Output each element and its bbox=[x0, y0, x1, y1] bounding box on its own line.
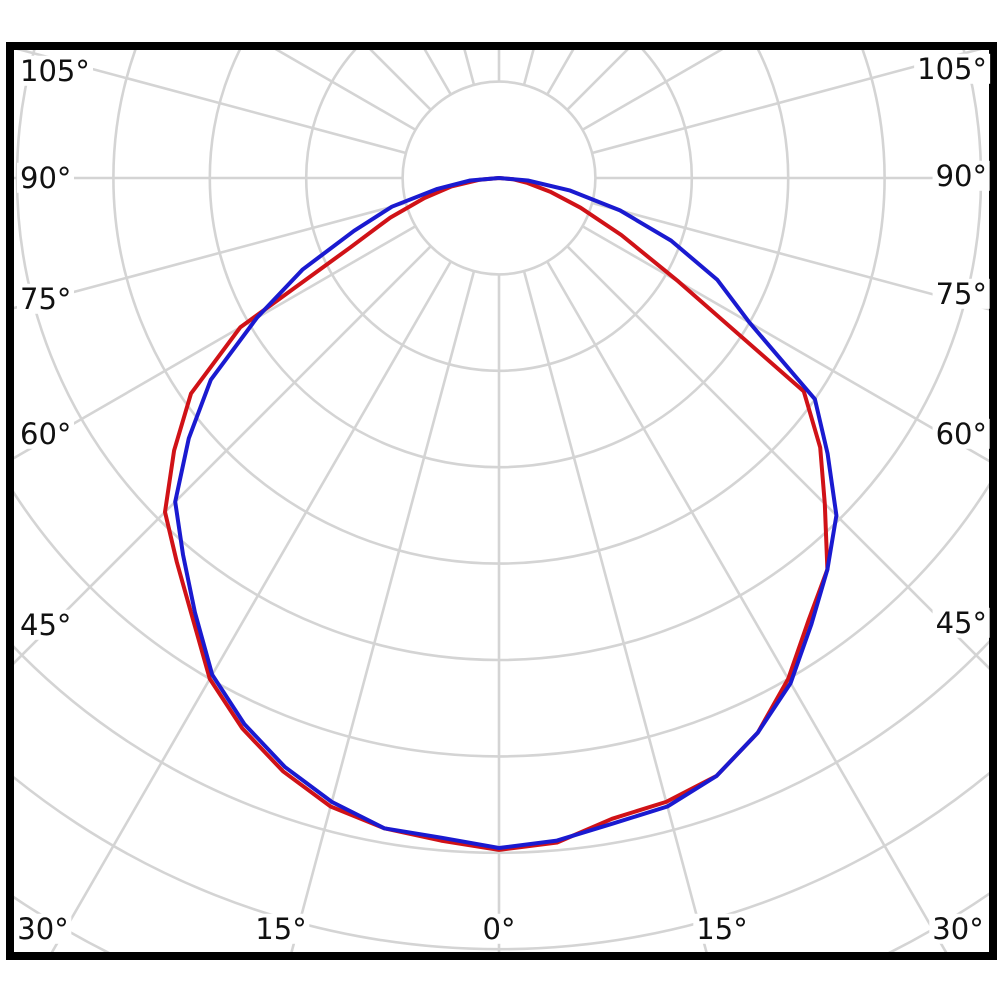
angle-label-bottom-1: 15° bbox=[252, 913, 310, 944]
angle-label-left-0: 105° bbox=[17, 55, 93, 86]
grid-radial bbox=[289, 270, 476, 953]
chart-frame bbox=[6, 42, 997, 960]
grid-radial bbox=[50, 260, 452, 953]
angle-label-bottom-0: 30° bbox=[14, 913, 72, 944]
angle-label-right-3: 60° bbox=[932, 418, 990, 449]
grid-radial bbox=[16, 50, 407, 155]
grid-radial bbox=[14, 201, 407, 310]
blue-curve bbox=[173, 176, 839, 850]
grid-radial bbox=[546, 260, 948, 953]
angle-label-right-1: 90° bbox=[932, 160, 990, 191]
grid-radial bbox=[14, 245, 432, 665]
angle-label-right-2: 75° bbox=[932, 278, 990, 309]
grid-radial bbox=[591, 201, 989, 311]
angle-label-right-4: 45° bbox=[932, 607, 990, 638]
angle-label-left-1: 90° bbox=[17, 162, 75, 193]
angle-label-left-4: 45° bbox=[17, 609, 75, 640]
grid-radial bbox=[522, 270, 709, 953]
grid-radial bbox=[591, 50, 982, 155]
angle-label-bottom-3: 15° bbox=[693, 913, 751, 944]
angle-label-right-0: 105° bbox=[914, 53, 990, 84]
red-curve bbox=[163, 176, 830, 852]
angle-label-left-3: 60° bbox=[17, 418, 75, 449]
grid-radial bbox=[14, 225, 417, 460]
angle-label-bottom-2: 0° bbox=[479, 913, 519, 944]
grid-radial bbox=[581, 225, 989, 463]
angle-label-left-2: 75° bbox=[17, 283, 75, 314]
angle-label-bottom-4: 30° bbox=[929, 913, 987, 944]
grid-radial bbox=[566, 245, 989, 670]
